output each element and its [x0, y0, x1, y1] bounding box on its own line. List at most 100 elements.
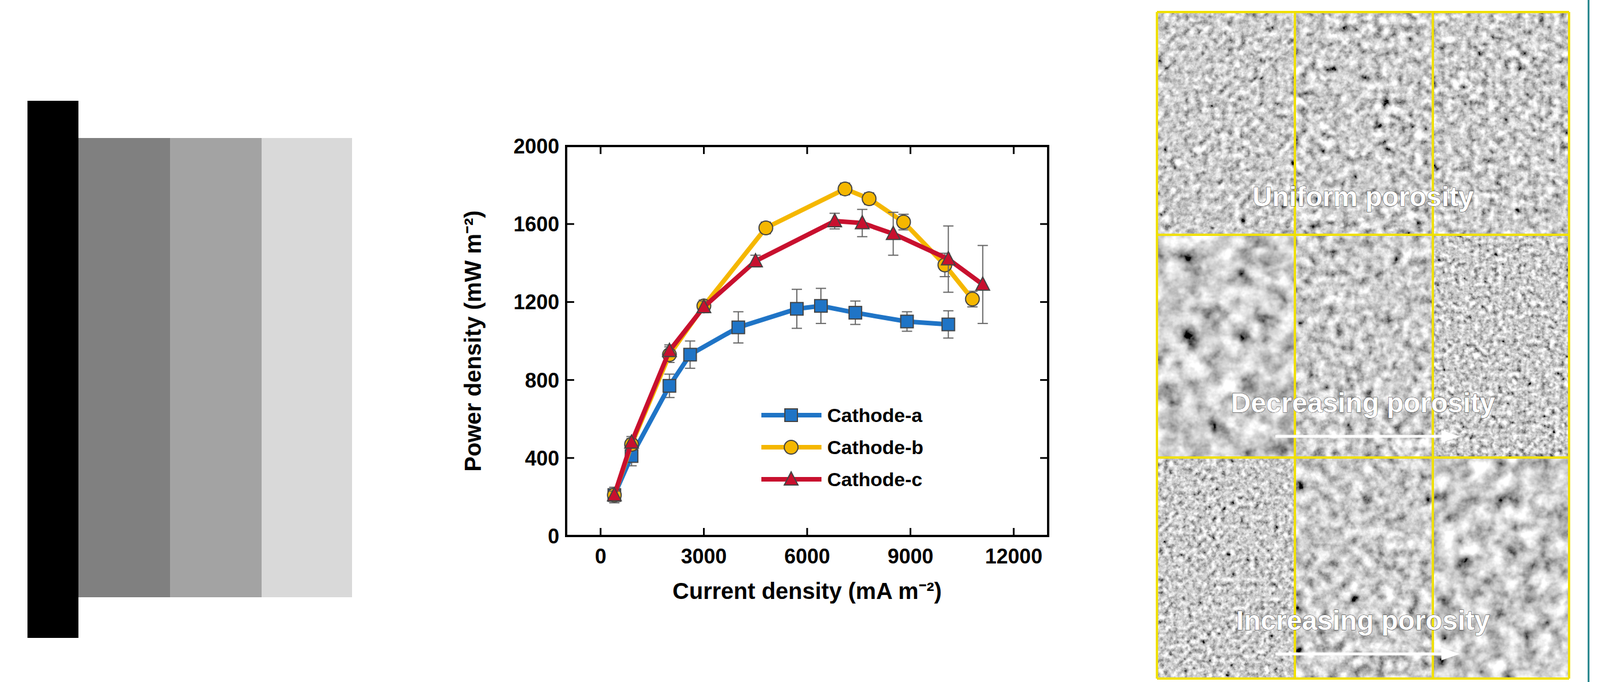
marker: [965, 291, 980, 306]
error-bar-cap: [829, 228, 840, 230]
legend-label: Cathode-b: [827, 436, 924, 458]
arrow-shaft: [1275, 652, 1443, 656]
error-bar-cap: [664, 373, 675, 375]
error-bar-cap: [887, 254, 899, 256]
sem-grid-line: [1156, 10, 1570, 14]
current-collector: [27, 100, 79, 638]
error-bar-cap: [856, 208, 868, 211]
y-tick-right: [1040, 535, 1049, 537]
marker: [886, 226, 900, 240]
marker: [759, 220, 773, 235]
y-tick-label: 0: [547, 524, 560, 548]
y-tick: [566, 456, 575, 459]
x-tick: [1012, 527, 1015, 536]
marker: [862, 191, 876, 206]
y-tick-right: [1040, 301, 1049, 303]
error-bar-cap: [791, 327, 803, 329]
error-bar-cap: [733, 342, 744, 344]
marker: [900, 314, 914, 328]
legend-marker: [784, 471, 798, 485]
marker: [732, 321, 745, 334]
sem-grid-line: [1155, 12, 1159, 235]
sem-grid-line: [1567, 234, 1571, 458]
edge-line: [1587, 0, 1590, 682]
error-bar-cap: [685, 367, 696, 369]
error-bar-cap: [901, 310, 912, 312]
y-tick: [566, 301, 575, 303]
error-bar-cap: [733, 310, 744, 312]
marker: [848, 306, 862, 319]
layer-1: [78, 137, 171, 598]
sem-grid-line: [1156, 677, 1570, 680]
plot-frame: [566, 145, 1049, 536]
sem-grid-line: [1155, 457, 1159, 679]
y-tick: [566, 145, 575, 148]
y-tick-right: [1040, 145, 1049, 148]
marker: [607, 487, 622, 501]
error-bar-cap: [943, 225, 954, 227]
sem-grid-line: [1155, 234, 1159, 458]
y-tick: [566, 535, 575, 537]
legend: Cathode-aCathode-bCathode-c: [761, 404, 924, 491]
x-tick-label: 6000: [784, 544, 831, 568]
marker: [662, 379, 676, 393]
error-bar-cap: [887, 211, 899, 213]
y-tick: [566, 223, 575, 225]
error-bar-cap: [850, 324, 861, 326]
sem-image: [1156, 234, 1295, 458]
x-tick-top: [909, 145, 912, 154]
sem-image: [1294, 457, 1433, 679]
legend-marker: [784, 408, 798, 422]
error-bar-cap: [791, 288, 803, 290]
marker: [855, 215, 869, 229]
legend-label: Cathode-a: [827, 404, 923, 426]
legend-marker: [784, 440, 798, 454]
x-tick-top: [599, 145, 602, 154]
arrow-head: [1441, 647, 1460, 661]
sem-label: Uniform porosity: [1252, 181, 1475, 212]
x-axis-title: Current density (mA m⁻²): [672, 578, 942, 604]
sem-grid-line: [1293, 234, 1297, 458]
sem-grid-line: [1156, 456, 1570, 459]
error-bar-cap: [815, 287, 827, 290]
x-tick-top: [702, 145, 705, 154]
sem-grid-line: [1431, 234, 1434, 458]
marker: [662, 343, 677, 357]
sem-grid-line: [1156, 233, 1570, 236]
sem-image: [1432, 457, 1570, 679]
sem-grid-line: [1431, 457, 1434, 679]
error-bar-cap: [977, 322, 989, 325]
y-tick-label: 2000: [513, 134, 560, 158]
sem-label: Decreasing porosity: [1230, 387, 1496, 418]
y-tick-label: 1600: [513, 212, 560, 236]
marker: [607, 487, 622, 502]
marker: [748, 253, 763, 267]
x-tick-top: [806, 145, 809, 154]
error-bar-cap: [943, 291, 954, 293]
sem-grid-line: [1567, 12, 1571, 235]
series-line: [614, 305, 948, 495]
error-bar-cap: [943, 337, 954, 339]
x-tick: [702, 527, 705, 536]
marker: [942, 318, 955, 331]
marker: [838, 182, 852, 196]
x-tick: [909, 527, 912, 536]
x-tick-label: 9000: [887, 544, 934, 568]
x-tick-label: 0: [594, 544, 607, 568]
marker: [697, 299, 711, 313]
sem-image: [1432, 234, 1570, 458]
sem-grid-line: [1293, 457, 1297, 679]
series-line: [614, 188, 973, 496]
sem-image: [1294, 234, 1433, 458]
marker: [624, 435, 639, 449]
marker: [684, 348, 697, 361]
y-tick-right: [1040, 456, 1049, 459]
x-tick: [806, 527, 809, 536]
y-tick-right: [1040, 378, 1049, 381]
arrow-head: [1441, 429, 1460, 443]
marker: [941, 251, 956, 265]
error-bar-cap: [943, 310, 954, 312]
error-bar-cap: [977, 245, 989, 247]
sem-grid-line: [1567, 457, 1571, 679]
y-tick-label: 1200: [513, 290, 560, 314]
